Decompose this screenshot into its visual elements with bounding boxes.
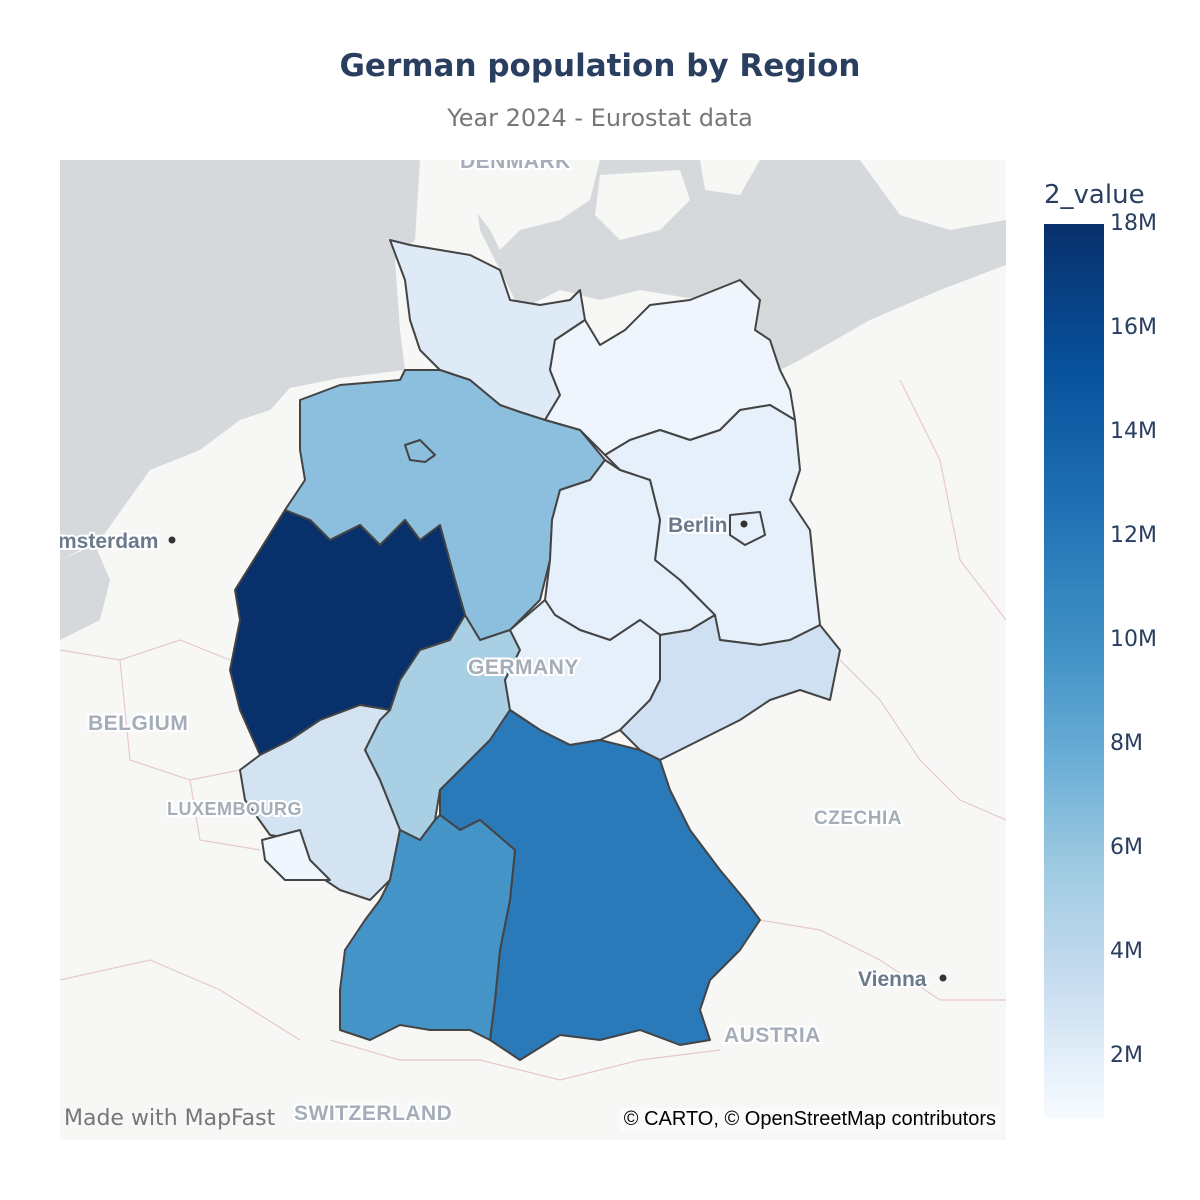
danish-islands [595, 170, 690, 240]
country-borders [60, 379, 1006, 1081]
chart-title: German population by Region [339, 48, 861, 84]
city-label-berlin: Berlin [668, 514, 728, 537]
colorbar-title: 2_value [1044, 180, 1145, 210]
region-baden-wuerttemberg[interactable] [339, 814, 516, 1041]
colorbar-tick-label: 10M [1110, 626, 1157, 652]
swedish-land [860, 160, 1006, 230]
north-sea-coast [60, 545, 110, 640]
colorbar-tick-label: 16M [1110, 314, 1157, 340]
colorbar-tick-label: 18M [1110, 211, 1157, 236]
country-label-germany: GERMANY [468, 656, 579, 679]
region-bremen[interactable] [404, 439, 436, 463]
map-canvas[interactable]: msterdam Berlin Vienna BELGIUM LUXEMBOUR… [60, 160, 1006, 1140]
map-svg: msterdam Berlin Vienna BELGIUM LUXEMBOUR… [60, 160, 1006, 1127]
map-attribution: © CARTO, © OpenStreetMap contributors [619, 1108, 1000, 1131]
colorbar [1044, 224, 1104, 1118]
country-label-denmark: DENMARK [460, 160, 571, 173]
city-label-vienna: Vienna [858, 968, 927, 991]
berlin-marker [740, 520, 748, 528]
colorbar-tick-label: 14M [1110, 418, 1157, 444]
country-label-switzerland: SWITZERLAND [294, 1102, 452, 1125]
country-label-luxembourg: LUXEMBOURG [167, 799, 302, 819]
colorbar-tick-label: 12M [1110, 522, 1157, 548]
colorbar-tick-label: 2M [1110, 1042, 1143, 1068]
country-label-austria: AUSTRIA [724, 1024, 821, 1047]
country-label-czechia: CZECHIA [814, 808, 902, 829]
amsterdam-marker [168, 536, 176, 544]
danish-land [470, 160, 600, 250]
vienna-marker [939, 974, 947, 982]
colorbar-tick-label: 4M [1110, 938, 1143, 964]
region-berlin[interactable] [729, 511, 766, 546]
colorbar-tick-label: 8M [1110, 730, 1143, 756]
region-saarland[interactable] [261, 829, 331, 881]
danish-islands-2 [700, 160, 760, 195]
chart-subtitle: Year 2024 - Eurostat data [447, 104, 753, 132]
colorbar-tick-label: 6M [1110, 834, 1143, 860]
city-label-amsterdam: msterdam [60, 530, 158, 553]
german-states [229, 239, 841, 1061]
north-sea [60, 160, 420, 560]
made-with-label: Made with MapFast [64, 1106, 276, 1131]
country-label-belgium: BELGIUM [88, 712, 188, 735]
region-saxony[interactable] [619, 614, 841, 761]
